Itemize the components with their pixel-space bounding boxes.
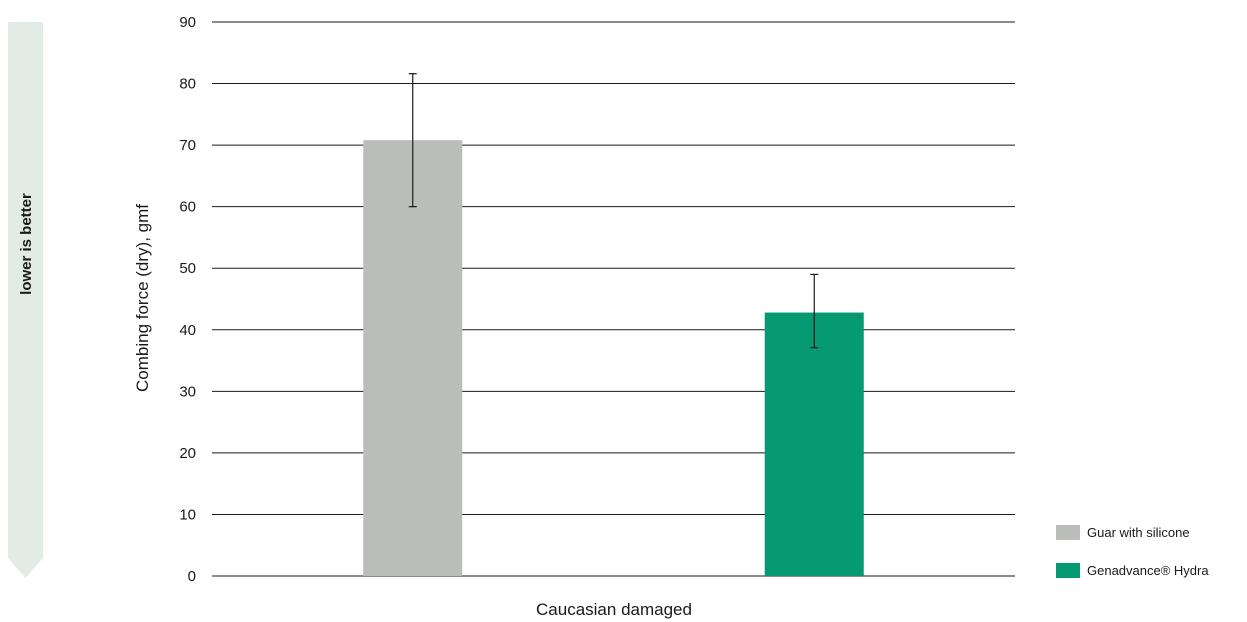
y-tick-labels: 0 10 20 30 40 50 60 70 80 90	[179, 14, 196, 585]
legend: Guar with silicone Genadvance® Hydra	[1056, 525, 1209, 578]
y-tick-label: 90	[179, 14, 196, 31]
y-tick-label: 0	[188, 568, 196, 585]
legend-swatch	[1056, 525, 1080, 540]
y-tick-label: 70	[179, 137, 196, 154]
y-tick-label: 10	[179, 506, 196, 523]
y-axis-title: Combing force (dry), gmf	[133, 204, 152, 392]
y-tick-label: 50	[179, 260, 196, 277]
y-tick-label: 60	[179, 199, 196, 216]
legend-label: Guar with silicone	[1087, 525, 1190, 540]
bars	[363, 140, 864, 577]
bar	[764, 312, 864, 576]
y-tick-label: 20	[179, 445, 196, 462]
lower-is-better-indicator: lower is better	[8, 22, 43, 578]
y-tick-label: 80	[179, 76, 196, 93]
lower-is-better-label: lower is better	[18, 193, 35, 295]
x-axis-title: Caucasian damaged	[536, 600, 692, 619]
error-bars	[408, 73, 819, 349]
down-arrow-band	[8, 22, 43, 578]
legend-swatch	[1056, 563, 1080, 578]
legend-label: Genadvance® Hydra	[1087, 563, 1209, 578]
y-tick-label: 40	[179, 322, 196, 339]
gridlines	[212, 21, 1015, 577]
bar	[363, 140, 463, 577]
y-tick-label: 30	[179, 383, 196, 400]
